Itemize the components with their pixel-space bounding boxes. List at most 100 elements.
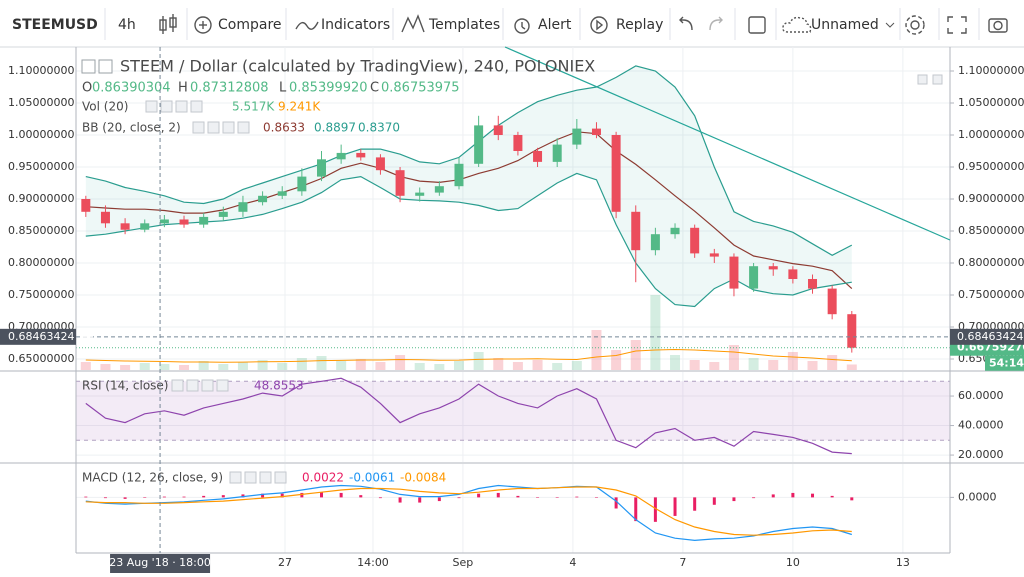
redo-button[interactable] — [709, 16, 723, 31]
y-tick-label: 0.65000000 — [8, 352, 74, 365]
compare-icon[interactable] — [194, 16, 212, 34]
countdown-box — [985, 355, 1024, 371]
macd-histogram-bar — [300, 492, 304, 498]
layout-name[interactable]: Unnamed — [811, 17, 879, 33]
crosshair-price-label: 0.68463424 — [8, 330, 74, 343]
macd-histogram-bar — [457, 497, 461, 499]
candle-body — [729, 256, 739, 289]
volume-bar — [512, 362, 523, 370]
interval[interactable]: 4h — [118, 17, 136, 33]
volume-bar — [277, 363, 288, 370]
pane-button[interactable] — [932, 74, 943, 85]
macd-histogram-bar — [398, 497, 402, 503]
volume-bar — [532, 360, 543, 370]
macd-histogram-bar — [339, 492, 343, 498]
cloud-icon[interactable] — [782, 16, 812, 33]
crosshair-price-box — [950, 328, 1024, 345]
macd-histogram-bar — [320, 492, 324, 498]
legend-button[interactable] — [259, 471, 272, 484]
macd-histogram-bar — [477, 493, 481, 498]
x-tick-label: Sep — [453, 556, 474, 569]
legend-button[interactable] — [216, 379, 229, 392]
replay-icon[interactable] — [590, 16, 608, 34]
candle-body — [81, 198, 91, 212]
trend-line[interactable] — [504, 46, 951, 241]
bb-fill — [85, 65, 852, 307]
volume-bar — [493, 358, 504, 370]
legend-button[interactable] — [201, 379, 214, 392]
legend-button[interactable] — [207, 121, 220, 134]
legend-button[interactable] — [222, 121, 235, 134]
templates-icon[interactable] — [401, 14, 425, 33]
macd-histogram-bar — [182, 496, 186, 498]
macd-histogram-bar — [162, 496, 166, 498]
indicators-button[interactable]: Indicators — [321, 17, 390, 33]
legend-button[interactable] — [229, 471, 242, 484]
undo-button[interactable] — [679, 16, 693, 31]
crosshair-time-box — [110, 554, 211, 573]
volume-bar — [728, 345, 739, 370]
legend-button[interactable] — [190, 100, 203, 113]
candle-body — [749, 266, 759, 289]
rsi-readout: 48.8553 — [254, 379, 304, 393]
snapshot-button[interactable] — [988, 18, 1008, 33]
layout-menu[interactable] — [885, 22, 895, 28]
legend-button[interactable] — [237, 121, 250, 134]
macd-histogram-bar — [123, 497, 127, 499]
volume-bar — [198, 361, 209, 370]
legend-button[interactable] — [171, 379, 184, 392]
macd-histogram-bar — [418, 497, 422, 503]
fullscreen-button[interactable] — [947, 16, 967, 34]
settings-button[interactable] — [905, 15, 925, 35]
volume-bar — [453, 361, 464, 370]
volume-bar — [316, 356, 327, 370]
macd-histogram-bar — [594, 497, 598, 498]
legend-button[interactable] — [274, 471, 287, 484]
legend-button[interactable] — [145, 100, 158, 113]
chart-style-icon[interactable] — [159, 14, 177, 34]
replay-button[interactable]: Replay — [616, 17, 663, 33]
candle-body — [454, 163, 464, 187]
volume-bar — [355, 359, 366, 370]
volume-bar — [748, 358, 759, 370]
pane-button[interactable] — [917, 74, 928, 85]
volume-bar — [179, 365, 190, 370]
candle-body — [100, 211, 110, 224]
volume-bar — [80, 362, 91, 370]
x-tick-label: 4 — [569, 556, 576, 569]
legend-button[interactable] — [186, 379, 199, 392]
templates-button[interactable]: Templates — [428, 17, 500, 33]
frame — [0, 46, 1024, 554]
ohlc-key: H — [178, 81, 188, 96]
ohlc-key: O — [82, 81, 92, 96]
legend-button[interactable] — [160, 100, 173, 113]
candle-body — [395, 170, 405, 196]
compare-button[interactable]: Compare — [218, 17, 282, 33]
alert-button[interactable]: Alert — [538, 17, 572, 33]
macd-histogram-bar — [634, 497, 638, 522]
volume-bar — [846, 364, 857, 370]
legend-button[interactable] — [175, 100, 188, 113]
macd-histogram-bar — [653, 497, 657, 522]
indicators-icon[interactable] — [295, 21, 319, 30]
chart-title: STEEM / Dollar (calculated by TradingVie… — [120, 57, 595, 76]
ohlc-value: 0.86390304 — [92, 81, 171, 96]
volume-ma — [85, 348, 852, 363]
candle-body — [140, 223, 150, 230]
candle-body — [159, 219, 169, 224]
y-tick-label: 0.85000000 — [8, 224, 74, 237]
candle-body — [238, 202, 248, 212]
legend-menu[interactable] — [98, 59, 113, 74]
macd-histogram-bar — [359, 495, 363, 498]
bb-line — [85, 65, 853, 256]
legend-button[interactable] — [192, 121, 205, 134]
legend-button[interactable] — [244, 471, 257, 484]
symbol[interactable]: STEEMUSD — [12, 17, 98, 33]
legend-toggle[interactable] — [81, 59, 96, 74]
select-button[interactable] — [748, 16, 766, 34]
volume-readout: 5.517K — [232, 100, 275, 114]
macd-histogram-bar — [536, 497, 540, 498]
alert-icon[interactable] — [514, 18, 530, 34]
y-tick-label: 0.95000000 — [8, 160, 74, 173]
macd-histogram-bar — [84, 496, 88, 498]
